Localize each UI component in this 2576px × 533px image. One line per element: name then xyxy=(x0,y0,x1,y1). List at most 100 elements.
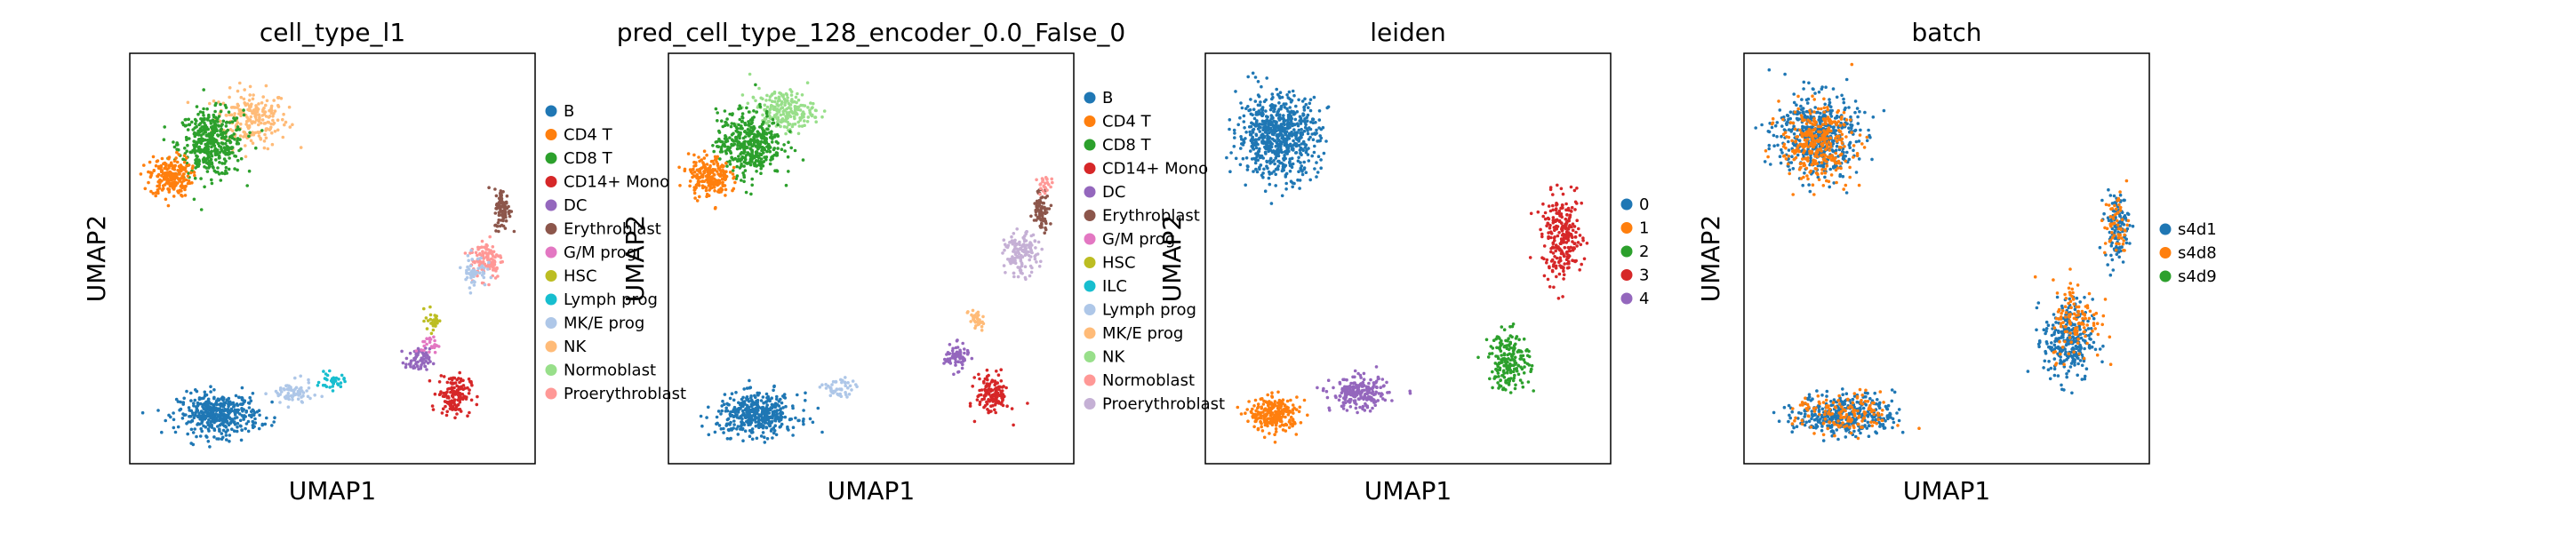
point-b xyxy=(779,411,783,416)
point-dc xyxy=(404,356,409,361)
point-cd4-t xyxy=(169,178,173,182)
point-nk xyxy=(820,115,824,119)
point-dc xyxy=(409,362,412,366)
point-nk xyxy=(236,102,240,107)
point-cd8-t xyxy=(731,169,735,172)
point-nk xyxy=(768,115,772,120)
point-4 xyxy=(1347,390,1350,394)
point-1 xyxy=(1249,410,1253,414)
point-cd8-t xyxy=(767,131,772,135)
point-b xyxy=(181,401,186,404)
point-mk-e-prog xyxy=(981,314,985,319)
point-1 xyxy=(1268,400,1271,403)
point-erythroblast xyxy=(1034,210,1038,214)
point-mk-e-prog xyxy=(291,388,295,393)
point-cd8-t xyxy=(755,152,758,156)
point-b xyxy=(221,398,225,402)
point-nk xyxy=(809,101,812,105)
point-cd8-t xyxy=(184,135,188,139)
point-cd4-t xyxy=(705,153,708,157)
point-cd8-t xyxy=(756,130,760,133)
point-b xyxy=(185,389,188,394)
point-cd14-mono xyxy=(476,394,479,399)
point-cd8-t xyxy=(743,121,747,125)
point-b xyxy=(781,406,785,410)
point-nk xyxy=(776,107,780,111)
point-cd4-t xyxy=(164,177,168,181)
point-nk xyxy=(787,123,790,127)
point-cd8-t xyxy=(759,135,763,139)
point-cd8-t xyxy=(751,129,755,133)
point-cd4-t xyxy=(716,182,720,187)
point-0 xyxy=(1286,115,1291,119)
point-4 xyxy=(1362,378,1366,382)
point-nk xyxy=(812,101,815,106)
point-cd14-mono xyxy=(994,410,997,415)
point-b xyxy=(732,419,736,423)
point-nk xyxy=(243,88,247,91)
point-0 xyxy=(1253,76,1258,79)
point-cd14-mono xyxy=(980,388,984,392)
point-nk xyxy=(244,155,248,159)
point-erythroblast xyxy=(487,186,491,189)
point-mk-e-prog xyxy=(970,313,973,317)
point-b xyxy=(764,400,769,403)
point-cd8-t xyxy=(772,121,776,125)
point-lymph-prog xyxy=(846,381,850,385)
point-cd4-t xyxy=(709,176,713,180)
point-cd14-mono xyxy=(1005,404,1009,409)
point-b xyxy=(189,427,194,432)
point-cd8-t xyxy=(214,101,218,106)
point-0 xyxy=(1276,147,1280,151)
point-0 xyxy=(1265,125,1269,130)
point-0 xyxy=(1265,159,1268,163)
point-cd8-t xyxy=(748,130,752,133)
point-b xyxy=(756,416,760,419)
point-0 xyxy=(1298,179,1302,182)
point-cd8-t xyxy=(748,134,751,138)
point-b xyxy=(761,431,765,434)
point-b xyxy=(770,419,774,424)
point-b xyxy=(214,400,219,403)
point-b xyxy=(716,410,721,413)
point-0 xyxy=(1244,156,1249,160)
point-proerythroblast xyxy=(1017,266,1021,270)
point-erythroblast xyxy=(497,203,501,208)
point-cd8-t xyxy=(749,147,753,151)
point-dc xyxy=(412,366,417,370)
point-cd8-t xyxy=(222,151,226,155)
point-b xyxy=(216,425,220,428)
point-cd8-t xyxy=(209,151,213,155)
point-hsc xyxy=(428,305,432,309)
point-nk xyxy=(257,134,261,138)
point-cd14-mono xyxy=(977,372,980,377)
point-cd8-t xyxy=(224,142,228,146)
point-cd8-t xyxy=(729,151,733,155)
point-nk xyxy=(291,123,294,127)
point-cd8-t xyxy=(192,139,196,144)
point-b xyxy=(207,405,212,409)
point-4 xyxy=(1348,398,1352,402)
point-cd4-t xyxy=(189,171,193,175)
point-0 xyxy=(1287,149,1291,153)
point-b xyxy=(763,435,766,440)
point-b xyxy=(187,420,190,424)
point-dc xyxy=(956,360,960,364)
point-0 xyxy=(1260,107,1263,111)
point-0 xyxy=(1308,126,1311,130)
point-cd4-t xyxy=(148,175,153,179)
point-cd8-t xyxy=(212,119,215,123)
point-cd4-t xyxy=(172,195,176,198)
point-b xyxy=(739,424,743,428)
point-b xyxy=(233,417,237,420)
point-cd8-t xyxy=(750,177,754,181)
point-cd4-t xyxy=(177,153,180,156)
point-0 xyxy=(1310,154,1314,158)
point-4 xyxy=(1372,381,1376,385)
point-b xyxy=(234,394,238,398)
point-4 xyxy=(1388,390,1391,394)
point-nk xyxy=(772,114,777,117)
point-b xyxy=(726,402,730,407)
point-2 xyxy=(1514,337,1518,340)
point-cd8-t xyxy=(783,149,787,153)
